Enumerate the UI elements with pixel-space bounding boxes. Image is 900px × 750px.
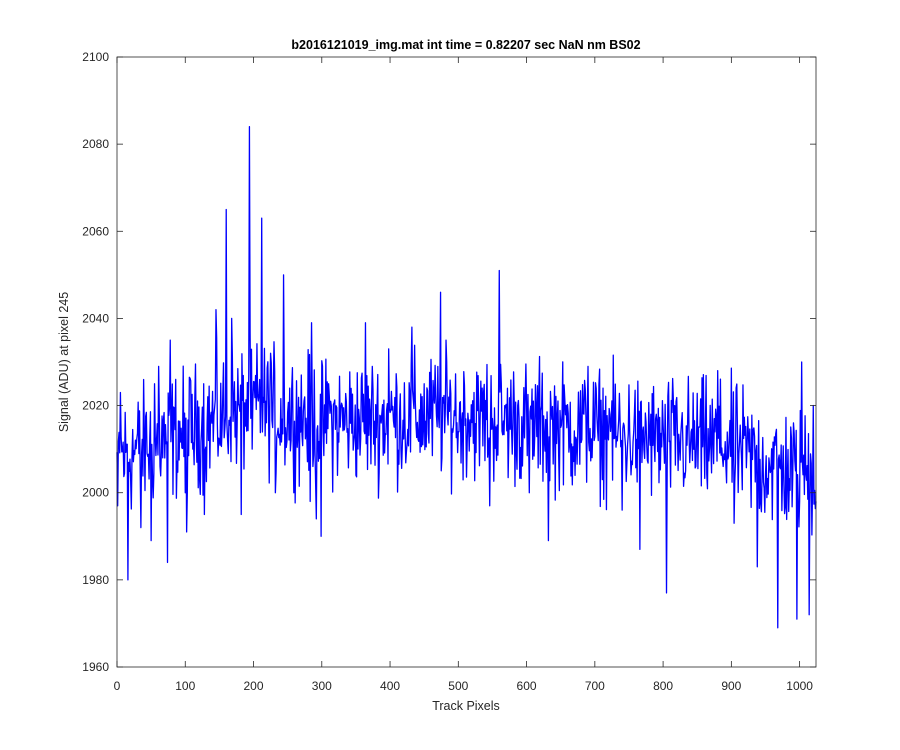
x-tick-label: 600: [517, 679, 537, 693]
y-tick-label: 2000: [82, 486, 109, 500]
plot-area: [117, 57, 816, 667]
y-axis-label: Signal (ADU) at pixel 245: [57, 292, 71, 432]
x-tick-label: 100: [175, 679, 195, 693]
y-tick-label: 2060: [82, 224, 109, 238]
x-tick-label: 300: [312, 679, 332, 693]
series-layer: [116, 126, 817, 629]
y-tick-label: 2020: [82, 399, 109, 413]
x-tick-label: 800: [653, 679, 673, 693]
y-tick-label: 1980: [82, 573, 109, 587]
chart-title: b2016121019_img.mat int time = 0.82207 s…: [291, 38, 640, 52]
y-tick-label: 2080: [82, 137, 109, 151]
tick-layer: 0 100 200 300 400 500 600 700 800 900 1000 1960 1980…: [82, 50, 816, 693]
x-axis-label: Track Pixels: [432, 699, 500, 713]
signal-series-line: [116, 126, 817, 629]
y-tick-label: 2100: [82, 50, 109, 64]
axes-box: [116, 56, 817, 668]
x-tick-label: 1000: [786, 679, 813, 693]
x-tick-label: 400: [380, 679, 400, 693]
y-tick-label: 1960: [82, 660, 109, 674]
x-tick-label: 500: [448, 679, 468, 693]
x-tick-label: 700: [585, 679, 605, 693]
x-tick-label: 200: [244, 679, 264, 693]
x-tick-label: 900: [721, 679, 741, 693]
x-tick-label: 0: [114, 679, 121, 693]
y-tick-label: 2040: [82, 311, 109, 325]
